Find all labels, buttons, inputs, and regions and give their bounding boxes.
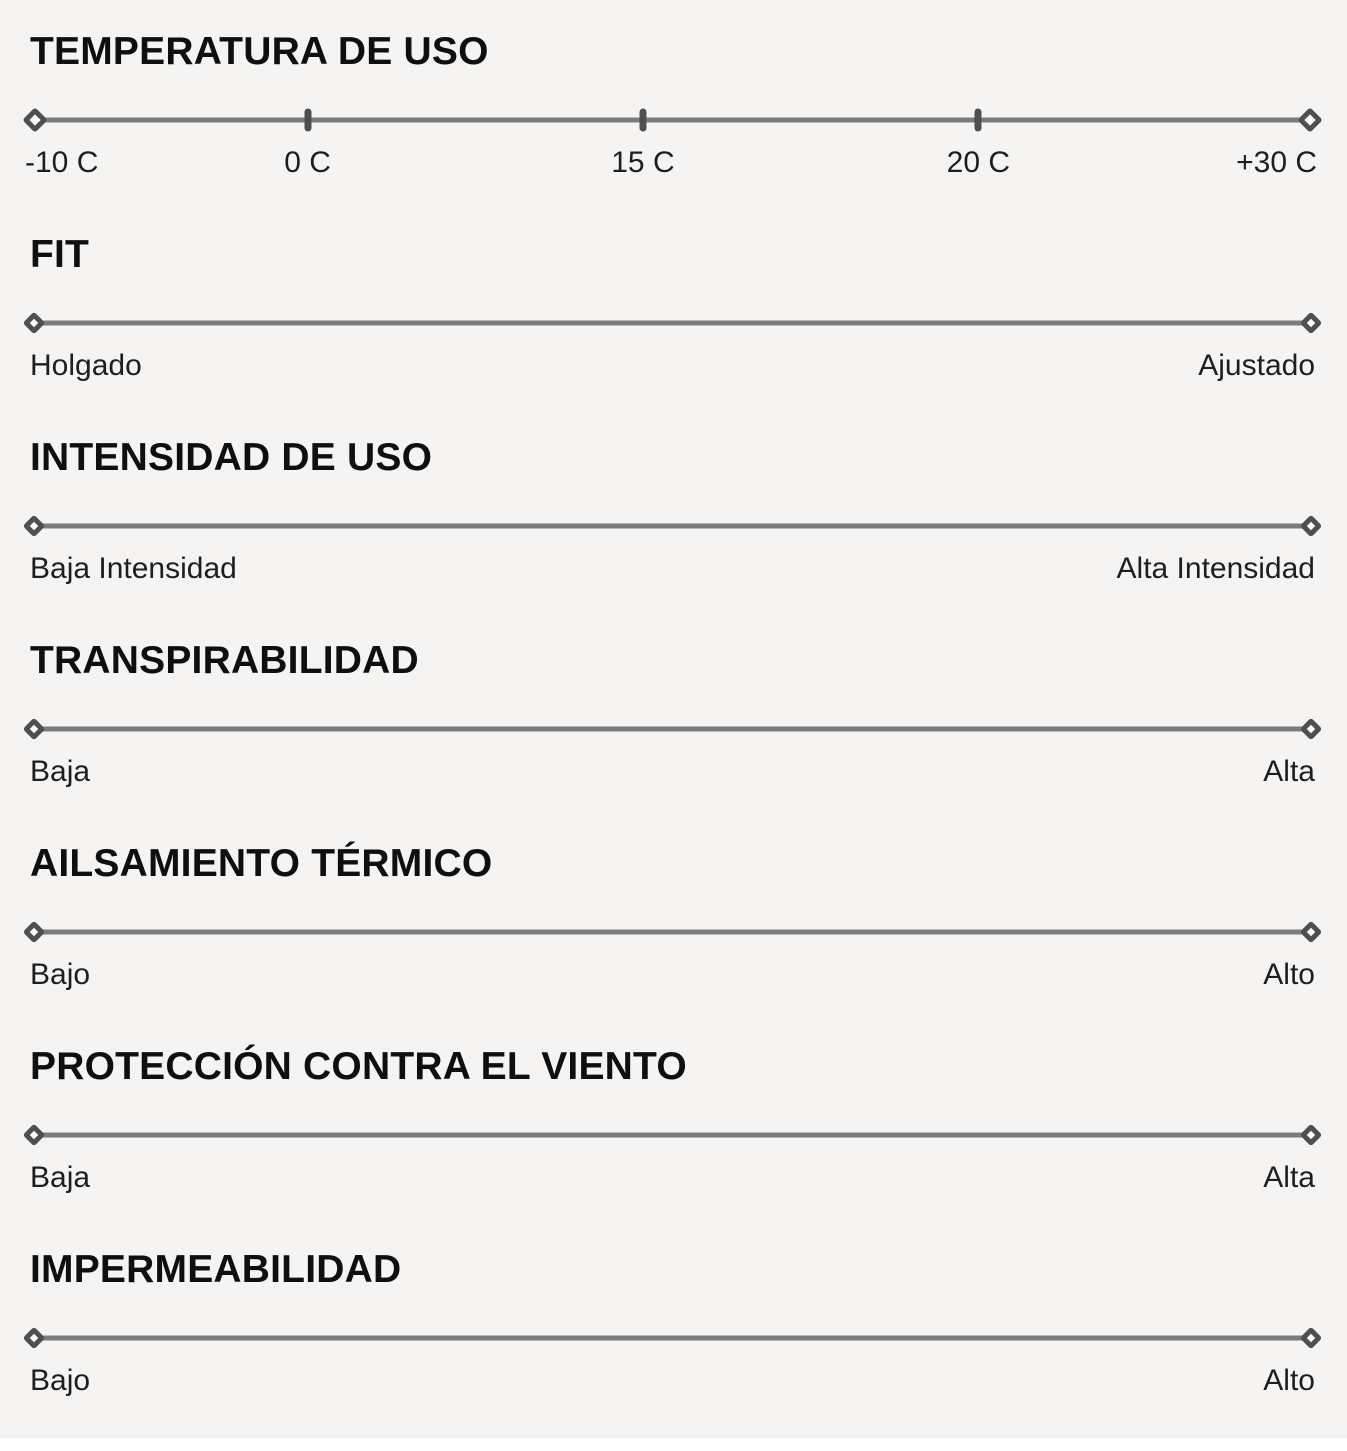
spec-section-transpirabilidad: TRANSPIRABILIDAD Baja Alta <box>22 639 1323 792</box>
scale-endpoint-left-diamond-icon <box>22 717 46 741</box>
scale-endpoint-left-diamond-icon <box>22 1326 46 1350</box>
scale-label-max: Alto <box>1263 1364 1315 1397</box>
scale-label-max: Alto <box>1263 958 1315 991</box>
scale-endpoint-left-diamond-icon <box>22 107 48 133</box>
scale-labels: Baja Alta <box>30 752 1315 792</box>
scale-track <box>22 107 1323 133</box>
section-title: PROTECCIÓN CONTRA EL VIENTO <box>30 1045 687 1088</box>
scale-label-min: Baja <box>30 1161 91 1194</box>
scale-label-max: Ajustado <box>1198 349 1315 382</box>
scale-label: +30 C <box>1236 146 1317 179</box>
scale-track <box>22 1123 1323 1147</box>
scale-label-min: Baja <box>30 755 91 788</box>
scale-track <box>22 1326 1323 1350</box>
scale-label-min: Bajo <box>30 958 91 991</box>
section-title: TEMPERATURA DE USO <box>30 30 489 73</box>
scale-endpoint-right-diamond-icon <box>1299 311 1323 335</box>
scale-label: 20 C <box>946 146 1011 179</box>
scale-endpoint-right-diamond-icon <box>1299 920 1323 944</box>
spec-section-proteccion-contra-el-viento: PROTECCIÓN CONTRA EL VIENTO Baja Alta <box>22 1045 1323 1198</box>
spec-section-impermeabilidad: IMPERMEABILIDAD Bajo Alto <box>22 1248 1323 1401</box>
section-title: AILSAMIENTO TÉRMICO <box>30 842 493 885</box>
scale-endpoint-right-diamond-icon <box>1299 717 1323 741</box>
scale-labels: Holgado Ajustado <box>30 346 1315 386</box>
scale-label: 15 C <box>611 146 675 179</box>
scale-endpoint-left-diamond-icon <box>22 311 46 335</box>
scale-endpoint-right-diamond-icon <box>1297 107 1323 133</box>
scale-label: 0 C <box>284 146 331 179</box>
scale-tick <box>639 108 647 132</box>
scale-label-min: Baja Intensidad <box>30 552 237 585</box>
scale-label-max: Alta Intensidad <box>1116 552 1315 585</box>
scale-endpoint-right-diamond-icon <box>1299 514 1323 538</box>
scale-label: -10 C <box>25 146 99 179</box>
scale-tick <box>304 108 312 132</box>
scale-label-min: Holgado <box>30 349 142 382</box>
spec-section-ailsamiento-termico: AILSAMIENTO TÉRMICO Bajo Alto <box>22 842 1323 995</box>
bottom-strip <box>0 1438 1347 1451</box>
scale-labels: Bajo Alto <box>30 1361 1315 1401</box>
scale-endpoint-right-diamond-icon <box>1299 1123 1323 1147</box>
scale-endpoint-right-diamond-icon <box>1299 1326 1323 1350</box>
scale-labels: Baja Intensidad Alta Intensidad <box>30 549 1315 589</box>
scale-labels: Bajo Alto <box>30 955 1315 995</box>
scale-track <box>22 514 1323 538</box>
scale-endpoint-left-diamond-icon <box>22 920 46 944</box>
spec-section-fit: FIT Holgado Ajustado <box>22 233 1323 386</box>
section-title: TRANSPIRABILIDAD <box>30 639 419 682</box>
scale-labels: Baja Alta <box>30 1158 1315 1198</box>
spec-section-temperatura-de-uso: TEMPERATURA DE USO -10 C 0 C 15 C 20 C +… <box>22 30 1323 183</box>
spec-section-intensidad-de-uso: INTENSIDAD DE USO Baja Intensidad Alta I… <box>22 436 1323 589</box>
scale-endpoint-left-diamond-icon <box>22 1123 46 1147</box>
scale-track <box>22 717 1323 741</box>
scale-track <box>22 311 1323 335</box>
scale-tick <box>974 108 982 132</box>
section-title: IMPERMEABILIDAD <box>30 1248 402 1291</box>
scale-label-max: Alta <box>1263 1161 1315 1194</box>
section-title: FIT <box>30 233 90 276</box>
section-title: INTENSIDAD DE USO <box>30 436 433 479</box>
scale-endpoint-left-diamond-icon <box>22 514 46 538</box>
scale-label-max: Alta <box>1263 755 1315 788</box>
scale-labels: -10 C 0 C 15 C 20 C +30 C <box>25 143 1317 183</box>
scale-track <box>22 920 1323 944</box>
scale-label-min: Bajo <box>30 1364 91 1397</box>
